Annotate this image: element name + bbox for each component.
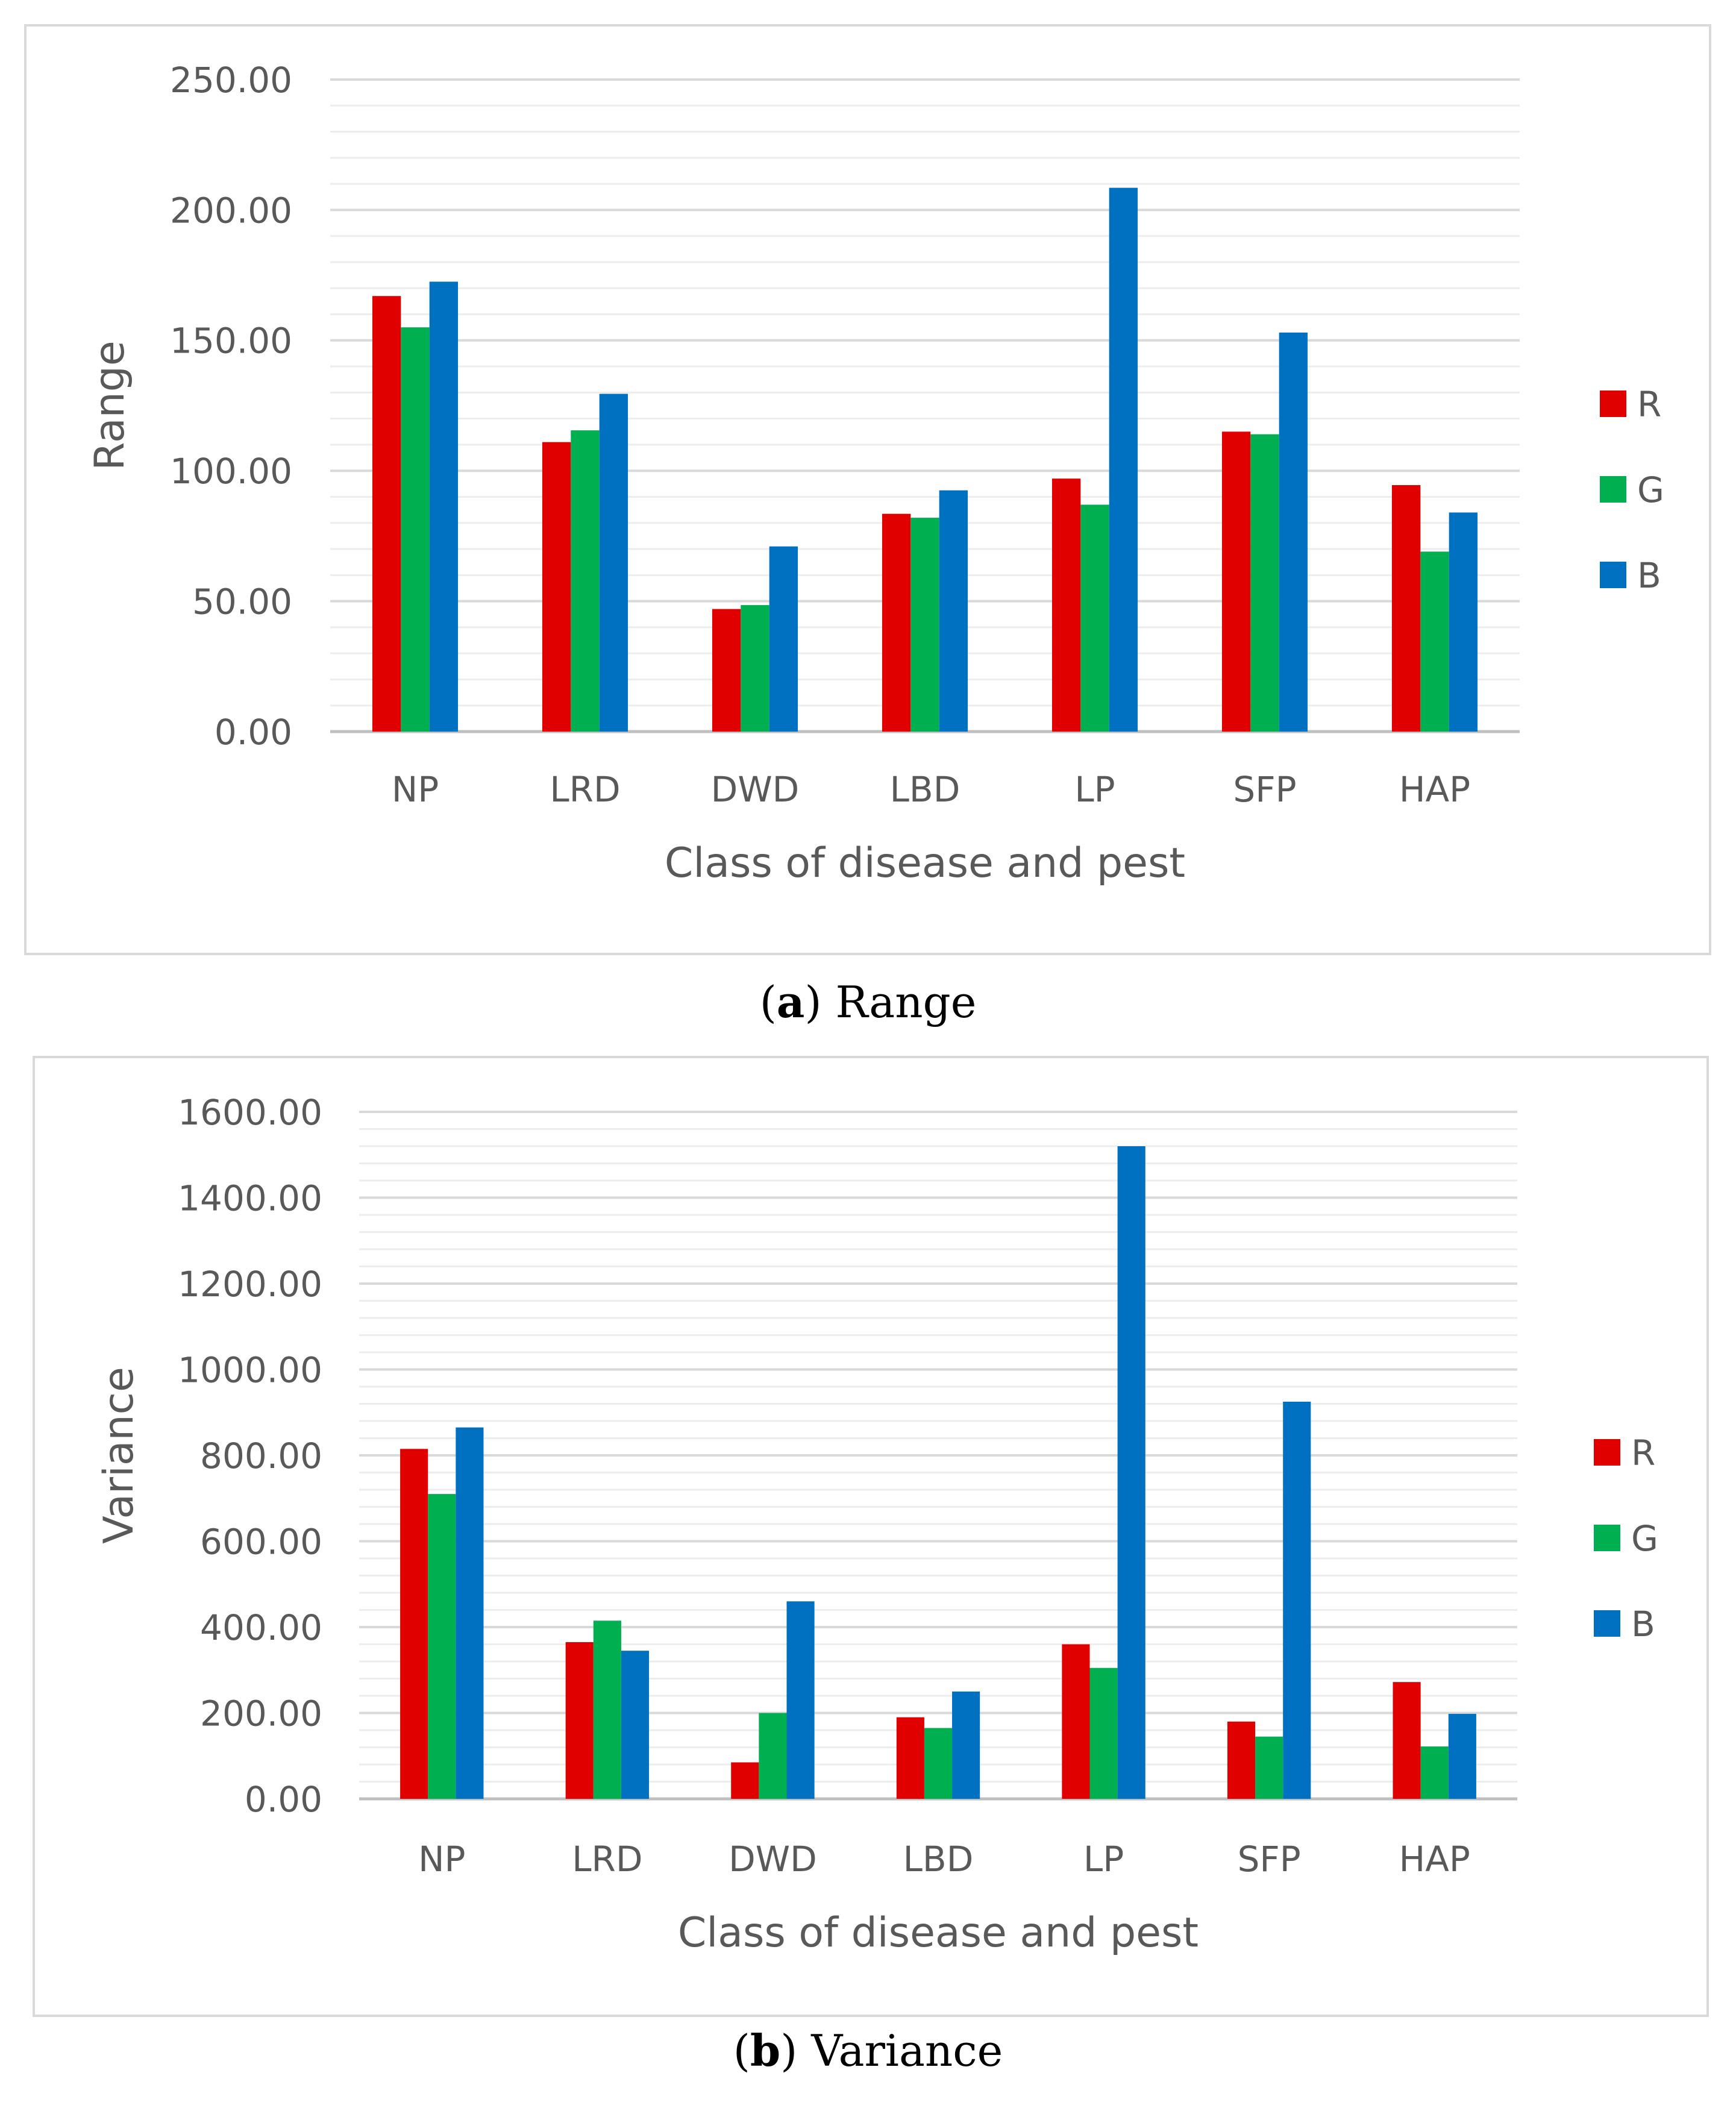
- caption-variance: (b) Variance: [733, 2025, 1003, 2076]
- bar-sfp-b: [1283, 1401, 1311, 1799]
- x-category-label: LBD: [890, 769, 960, 810]
- x-category-label: HAP: [1399, 769, 1470, 810]
- bar-sfp-g: [1255, 1736, 1283, 1799]
- y-tick-label: 100.00: [170, 451, 292, 492]
- x-category-label: LP: [1074, 769, 1115, 810]
- variance-chart-frame: [33, 1056, 1709, 2017]
- bar-sfp-r: [1227, 1721, 1256, 1799]
- legend-label-b: B: [1637, 555, 1661, 596]
- caption-range-letter: a: [776, 976, 805, 1027]
- bar-lrd-g: [571, 430, 600, 732]
- y-tick-label: 400.00: [200, 1607, 322, 1648]
- x-axis-title: Class of disease and pest: [678, 1909, 1199, 1957]
- bar-lbd-r: [882, 513, 911, 732]
- y-axis-title: Range: [86, 340, 134, 471]
- y-tick-label: 800.00: [200, 1435, 322, 1476]
- y-tick-label: 1000.00: [178, 1349, 322, 1390]
- x-category-label: NP: [418, 1839, 465, 1880]
- bar-lrd-r: [565, 1642, 594, 1799]
- legend-swatch-b: [1594, 1610, 1620, 1637]
- bar-lrd-b: [621, 1651, 650, 1799]
- caption-variance-text: Variance: [811, 2025, 1003, 2076]
- bar-lrd-b: [599, 394, 628, 732]
- bar-sfp-b: [1279, 332, 1308, 732]
- x-category-label: SFP: [1233, 769, 1296, 810]
- bar-np-g: [428, 1494, 456, 1799]
- bar-lbd-b: [939, 490, 968, 732]
- legend-label-r: R: [1631, 1432, 1655, 1473]
- x-category-label: SFP: [1238, 1839, 1301, 1880]
- bar-hap-b: [1449, 512, 1478, 732]
- y-tick-label: 200.00: [170, 190, 292, 231]
- caption-range-text: Range: [835, 977, 977, 1027]
- x-category-label: LP: [1083, 1839, 1124, 1880]
- bar-hap-g: [1420, 1746, 1449, 1799]
- bar-lp-g: [1089, 1667, 1118, 1799]
- bar-dwd-b: [786, 1601, 815, 1799]
- bar-hap-b: [1448, 1713, 1476, 1799]
- bar-lbd-g: [924, 1728, 953, 1799]
- bar-np-b: [456, 1427, 484, 1799]
- bar-sfp-g: [1250, 434, 1279, 732]
- range-chart-frame: [24, 24, 1711, 955]
- bar-lrd-r: [542, 442, 571, 732]
- bar-np-b: [429, 281, 459, 732]
- y-tick-label: 1400.00: [178, 1178, 322, 1219]
- bar-dwd-b: [769, 546, 798, 732]
- x-category-label: DWD: [711, 769, 800, 810]
- x-category-label: NP: [392, 769, 439, 810]
- bar-dwd-r: [712, 609, 741, 732]
- x-category-label: DWD: [729, 1839, 817, 1880]
- bar-lp-g: [1080, 504, 1109, 732]
- bar-lp-r: [1062, 1644, 1090, 1799]
- legend-swatch-g: [1594, 1525, 1620, 1551]
- bar-np-r: [372, 296, 401, 732]
- bar-lbd-r: [896, 1717, 924, 1799]
- legend-swatch-r: [1600, 391, 1626, 417]
- legend-swatch-r: [1594, 1439, 1620, 1466]
- bar-lbd-b: [952, 1691, 980, 1799]
- y-tick-label: 1200.00: [178, 1264, 322, 1305]
- bar-lp-r: [1051, 478, 1081, 732]
- bar-np-r: [400, 1449, 428, 1799]
- bar-dwd-r: [731, 1762, 759, 1799]
- range-chart: 0.00 50.00 100.00 150.00 200.00 250.00 NP LRD DW…: [86, 60, 1664, 887]
- caption-range: (a) Range: [759, 976, 977, 1027]
- bar-lrd-g: [593, 1620, 621, 1799]
- legend-label-b: B: [1631, 1604, 1655, 1645]
- legend-swatch-g: [1600, 476, 1626, 503]
- bar-dwd-g: [759, 1713, 787, 1799]
- legend-swatch-b: [1600, 562, 1626, 588]
- bar-sfp-r: [1221, 431, 1251, 732]
- bar-hap-r: [1391, 485, 1421, 732]
- bar-lbd-g: [910, 518, 939, 732]
- legend-label-g: G: [1631, 1518, 1658, 1559]
- y-tick-label: 150.00: [170, 321, 292, 362]
- y-tick-label: 250.00: [170, 60, 292, 101]
- y-tick-label: 600.00: [200, 1521, 322, 1562]
- y-tick-label: 0.00: [215, 712, 292, 753]
- bar-lp-b: [1117, 1146, 1145, 1799]
- y-tick-label: 50.00: [192, 581, 292, 622]
- y-tick-label: 200.00: [200, 1693, 322, 1734]
- bar-hap-g: [1420, 551, 1449, 732]
- bar-np-g: [401, 327, 430, 732]
- legend-label-r: R: [1637, 384, 1661, 425]
- bar-dwd-g: [741, 605, 769, 732]
- caption-variance-letter: b: [750, 2025, 781, 2076]
- x-axis-title: Class of disease and pest: [665, 839, 1185, 887]
- variance-chart: 0.00 200.00 400.00 600.00 800.00 1000.00 1200.…: [95, 1092, 1658, 1957]
- bar-hap-r: [1393, 1682, 1421, 1799]
- legend-label-g: G: [1637, 469, 1664, 510]
- y-tick-label: 1600.00: [178, 1092, 322, 1133]
- x-category-label: LBD: [903, 1839, 974, 1880]
- x-category-label: LRD: [572, 1839, 642, 1880]
- x-category-label: LRD: [550, 769, 620, 810]
- x-category-label: HAP: [1399, 1839, 1470, 1880]
- y-tick-label: 0.00: [245, 1779, 322, 1820]
- bar-lp-b: [1109, 187, 1138, 732]
- y-axis-title: Variance: [95, 1367, 143, 1544]
